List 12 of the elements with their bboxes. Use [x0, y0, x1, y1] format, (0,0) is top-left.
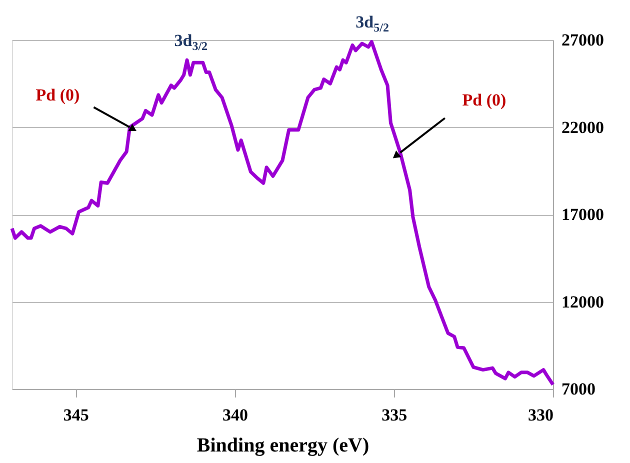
y-tick-label: 7000 — [562, 380, 596, 398]
x-tick-label: 345 — [63, 406, 89, 424]
x-tick-label: 335 — [382, 406, 408, 424]
x-tick-label: 330 — [528, 406, 554, 424]
annotation: Pd (0) — [36, 85, 80, 104]
y-tick-label: 17000 — [562, 205, 604, 224]
y-tick-label: 22000 — [562, 118, 604, 137]
y-tick-label: 27000 — [562, 30, 604, 50]
x-axis-title: Binding energy (eV) — [196, 434, 370, 456]
y-tick-label: 12000 — [562, 292, 604, 312]
annotation: Pd (0) — [462, 90, 506, 110]
x-tick-label: 340 — [222, 406, 248, 424]
